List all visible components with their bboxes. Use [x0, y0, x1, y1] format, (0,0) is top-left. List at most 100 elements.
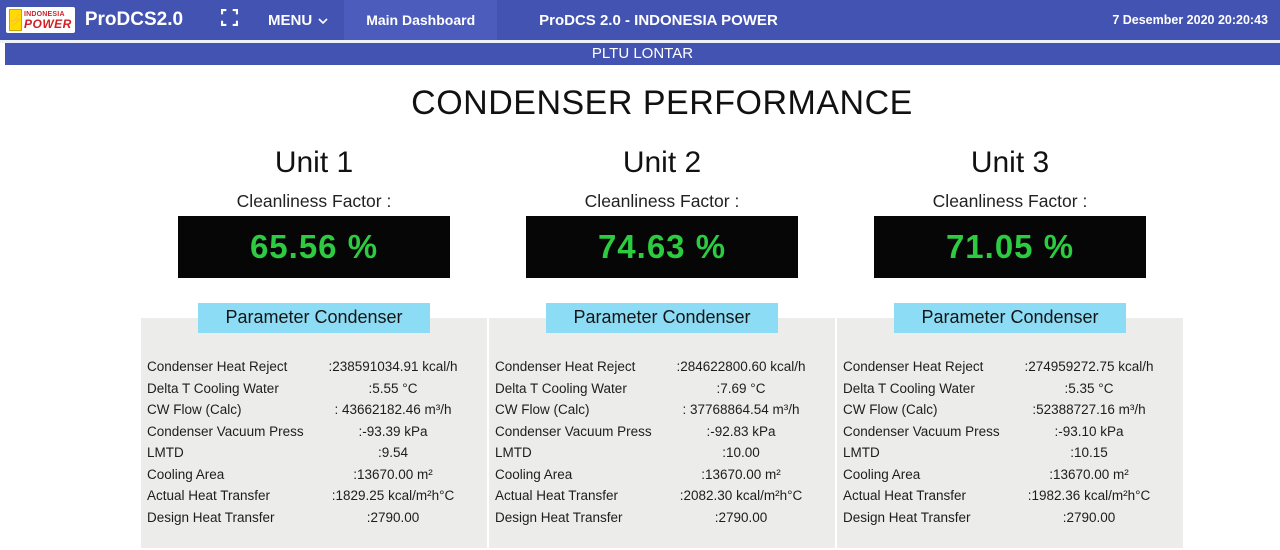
cleanliness-factor-label: Cleanliness Factor : — [236, 191, 392, 211]
nav-item-main-dashboard[interactable]: Main Dashboard — [344, 0, 498, 40]
fullscreen-icon — [221, 9, 239, 31]
parameter-value: :1829.25 kcal/m²h°C — [331, 488, 455, 504]
cleanliness-factor-value: 65.56 % — [249, 228, 379, 265]
parameter-row: CW Flow (Calc) :52388727.16 m³/h — [843, 399, 1177, 421]
parameter-row: Actual Heat Transfer :1982.36 kcal/m²h°C — [843, 485, 1177, 507]
parameter-value: :1982.36 kcal/m²h°C — [1027, 488, 1151, 504]
page-title: CONDENSER PERFORMANCE — [411, 84, 913, 122]
unit-1-column: Unit 1 Cleanliness Factor : 65.56 % Para… — [141, 146, 487, 548]
parameter-panel: Condenser Heat Reject:274959272.75 kcal/… — [837, 318, 1183, 548]
parameter-condenser-header: Parameter Condenser — [894, 303, 1126, 333]
parameter-section: Parameter Condenser Condenser Heat Rejec… — [141, 303, 487, 548]
parameter-condenser-header: Parameter Condenser — [198, 303, 430, 333]
parameter-row: Actual Heat Transfer :1829.25 kcal/m²h°C — [147, 485, 481, 507]
parameter-value: :9.54 — [377, 445, 409, 461]
parameter-row: Condenser Vacuum Press :-92.83 kPa — [495, 421, 829, 443]
cleanliness-factor-display: 74.63 % — [526, 216, 798, 278]
cleanliness-factor-display: 71.05 % — [874, 216, 1146, 278]
fullscreen-button[interactable] — [221, 9, 239, 31]
parameter-row: Condenser Heat Reject:274959272.75 kcal/… — [843, 356, 1177, 378]
parameter-row: LMTD:10.00 — [495, 442, 829, 464]
parameter-row: Design Heat Transfer:2790.00 — [147, 507, 481, 529]
parameter-value: : 37768864.54 m³/h — [682, 402, 800, 418]
parameter-value: :5.55 °C — [368, 380, 418, 396]
indonesia-power-logo[interactable]: ⚡ INDONESIA POWER — [6, 7, 75, 33]
parameter-label: LMTD — [843, 445, 880, 461]
plant-title-bar: PLTU LONTAR — [5, 43, 1280, 65]
parameter-section: Parameter Condenser Condenser Heat Rejec… — [489, 303, 835, 548]
parameter-value: :13670.00 m² — [701, 466, 781, 482]
parameter-label: Condenser Vacuum Press — [843, 423, 1000, 439]
parameter-label: Delta T Cooling Water — [843, 380, 975, 396]
parameter-label: Condenser Vacuum Press — [495, 423, 652, 439]
parameter-label: CW Flow (Calc) — [495, 402, 590, 418]
parameter-row: Cooling Area :13670.00 m² — [495, 464, 829, 486]
parameter-label: Actual Heat Transfer — [147, 488, 271, 504]
parameter-row: Delta T Cooling Water :7.69 °C — [495, 378, 829, 400]
parameter-value: :7.69 °C — [716, 380, 766, 396]
parameter-value: :2790.00 — [366, 509, 420, 525]
parameter-row: Cooling Area :13670.00 m² — [843, 464, 1177, 486]
cleanliness-factor-label: Cleanliness Factor : — [584, 191, 740, 211]
unit-title: Unit 1 — [274, 146, 354, 179]
parameter-row: CW Flow (Calc) : 43662182.46 m³/h — [147, 399, 481, 421]
parameter-label: Cooling Area — [843, 466, 921, 482]
parameter-row: Design Heat Transfer:2790.00 — [843, 507, 1177, 529]
parameter-row: Condenser Vacuum Press :-93.10 kPa — [843, 421, 1177, 443]
parameter-row: Delta T Cooling Water:5.55 °C — [147, 378, 481, 400]
parameter-condenser-header: Parameter Condenser — [546, 303, 778, 333]
parameter-row: Actual Heat Transfer :2082.30 kcal/m²h°C — [495, 485, 829, 507]
parameter-value: : 43662182.46 m³/h — [334, 402, 452, 418]
parameter-value: :52388727.16 m³/h — [1032, 402, 1146, 418]
menu-dropdown[interactable]: MENU — [268, 12, 328, 29]
logo-line-indonesia: INDONESIA — [24, 10, 65, 18]
parameter-label: Delta T Cooling Water — [495, 380, 627, 396]
parameter-label: Cooling Area — [495, 466, 573, 482]
parameter-value: :13670.00 m² — [1049, 466, 1129, 482]
parameter-row: CW Flow (Calc) : 37768864.54 m³/h — [495, 399, 829, 421]
cleanliness-factor-value: 74.63 % — [597, 228, 727, 265]
navbar-center-title: ProDCS 2.0 - INDONESIA POWER — [539, 11, 778, 29]
parameter-value: :238591034.91 kcal/h — [328, 359, 458, 375]
parameter-label: Condenser Heat Reject — [843, 359, 984, 375]
top-navbar: ⚡ INDONESIA POWER ProDCS2.0 MENU Main Da… — [0, 0, 1280, 40]
parameter-value: :-92.83 kPa — [706, 423, 776, 439]
parameter-label: CW Flow (Calc) — [843, 402, 938, 418]
parameter-label: Condenser Heat Reject — [495, 359, 636, 375]
parameter-label: LMTD — [147, 445, 184, 461]
unit-title: Unit 3 — [970, 146, 1050, 179]
parameter-label: CW Flow (Calc) — [147, 402, 242, 418]
parameter-value: :284622800.60 kcal/h — [676, 359, 806, 375]
navbar-divider — [0, 40, 1280, 43]
parameter-row: Design Heat Transfer:2790.00 — [495, 507, 829, 529]
parameter-label: Condenser Heat Reject — [147, 359, 288, 375]
parameter-row: LMTD:10.15 — [843, 442, 1177, 464]
parameter-row: LMTD :9.54 — [147, 442, 481, 464]
parameter-label: Actual Heat Transfer — [495, 488, 619, 504]
parameter-row: Cooling Area :13670.00 m² — [147, 464, 481, 486]
unit-2-column: Unit 2 Cleanliness Factor : 74.63 % Para… — [489, 146, 835, 548]
unit-3-column: Unit 3 Cleanliness Factor : 71.05 % Para… — [837, 146, 1183, 548]
parameter-label: Condenser Vacuum Press — [147, 423, 304, 439]
parameter-value: :-93.39 kPa — [358, 423, 428, 439]
parameter-label: Cooling Area — [147, 466, 225, 482]
units-grid: Unit 1 Cleanliness Factor : 65.56 % Para… — [141, 146, 1183, 548]
parameter-row: Condenser Heat Reject :238591034.91 kcal/… — [147, 356, 481, 378]
parameter-value: :2790.00 — [714, 509, 768, 525]
logo-text: INDONESIA POWER — [24, 11, 72, 30]
parameter-label: Actual Heat Transfer — [843, 488, 967, 504]
chevron-down-icon — [318, 12, 328, 29]
parameter-value: :-93.10 kPa — [1054, 423, 1124, 439]
parameter-value: :13670.00 m² — [353, 466, 433, 482]
parameter-value: :2082.30 kcal/m²h°C — [679, 488, 803, 504]
cleanliness-factor-label: Cleanliness Factor : — [932, 191, 1088, 211]
cleanliness-factor-display: 65.56 % — [178, 216, 450, 278]
parameter-panel: Condenser Heat Reject :284622800.60 kcal/… — [489, 318, 835, 548]
parameter-value: :5.35 °C — [1064, 380, 1114, 396]
parameter-label: LMTD — [495, 445, 532, 461]
parameter-row: Condenser Vacuum Press :-93.39 kPa — [147, 421, 481, 443]
app-title: ProDCS2.0 — [84, 9, 184, 30]
main-content: CONDENSER PERFORMANCE Unit 1 Cleanliness… — [141, 65, 1183, 548]
parameter-section: Parameter Condenser Condenser Heat Rejec… — [837, 303, 1183, 548]
parameter-row: Delta T Cooling Water :5.35 °C — [843, 378, 1177, 400]
